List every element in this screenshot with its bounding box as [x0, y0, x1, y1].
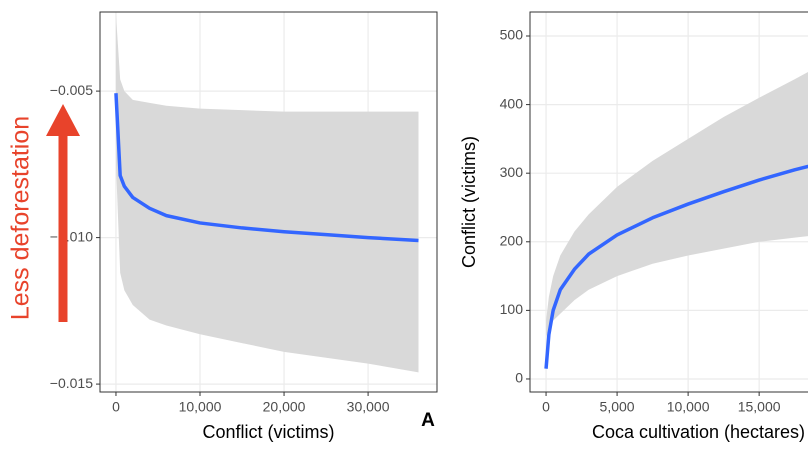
x-tick-label: 15,000 — [738, 399, 781, 415]
y-tick-label: −0.005 — [50, 82, 93, 98]
x-tick-label: 5,000 — [600, 399, 635, 415]
y-tick-label: 100 — [500, 301, 524, 317]
plot-area — [100, 12, 437, 392]
x-axis-title: Conflict (victims) — [202, 422, 334, 442]
x-tick-label: 30,000 — [347, 399, 390, 415]
line — [544, 164, 808, 369]
y-tick-label: 500 — [500, 27, 524, 43]
line — [114, 93, 419, 243]
y-tick-label: −0.015 — [50, 375, 93, 391]
x-axis-title: Coca cultivation (hectares) — [592, 422, 805, 442]
y-tick-label: 0 — [515, 370, 523, 386]
arrow-head — [46, 104, 80, 136]
x-tick-label: 20,000 — [263, 399, 306, 415]
y-tick-label: 200 — [500, 232, 524, 248]
arrow-label: Less deforestation — [7, 116, 35, 320]
x-tick-label: 0 — [112, 399, 120, 415]
y-tick-label: −0.010 — [50, 228, 93, 244]
y-tick-label: 300 — [500, 164, 524, 180]
plot-area — [530, 12, 808, 392]
x-tick-label: 0 — [542, 399, 550, 415]
confidence-band — [115, 14, 419, 373]
plot-border — [99, 11, 438, 393]
y-axis-title: Conflict (victims) — [459, 136, 479, 268]
confidence-band — [546, 72, 808, 338]
y-tick-label: 400 — [500, 95, 524, 111]
plot-border — [529, 11, 808, 393]
panel-label: A — [421, 410, 435, 431]
x-tick-label: 10,000 — [667, 399, 710, 415]
x-tick-label: 10,000 — [179, 399, 222, 415]
